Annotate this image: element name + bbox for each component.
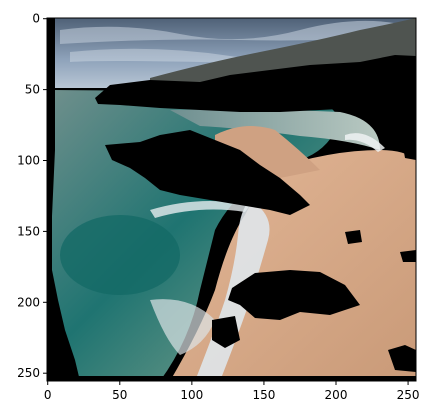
x-tick-label: 250 xyxy=(397,388,420,402)
y-tick-label: 200 xyxy=(17,295,40,309)
axes-frame xyxy=(46,17,417,382)
x-tick-label: 100 xyxy=(180,388,203,402)
y-axis: 0 50 100 150 200 250 xyxy=(17,12,47,380)
x-tick-label: 200 xyxy=(325,388,348,402)
x-tick-label: 150 xyxy=(252,388,275,402)
y-tick-label: 0 xyxy=(32,12,40,26)
x-tick-label: 50 xyxy=(112,388,127,402)
y-tick-label: 50 xyxy=(25,83,40,97)
photo-image xyxy=(47,18,416,381)
masked-regions xyxy=(47,18,416,381)
x-tick-label: 0 xyxy=(44,388,52,402)
y-tick-label: 250 xyxy=(17,366,40,380)
y-tick-label: 150 xyxy=(17,224,40,238)
y-tick-label: 100 xyxy=(17,154,40,168)
x-axis: 0 50 100 150 200 250 xyxy=(44,381,420,402)
